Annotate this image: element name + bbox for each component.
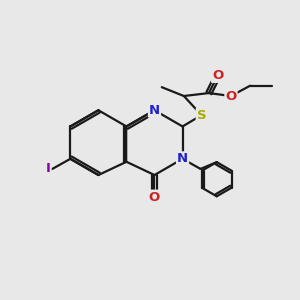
Text: N: N — [149, 104, 160, 117]
Text: S: S — [197, 109, 206, 122]
Text: O: O — [149, 190, 160, 204]
Text: I: I — [46, 162, 50, 176]
Text: O: O — [212, 69, 223, 82]
Text: N: N — [177, 152, 188, 165]
Text: O: O — [225, 89, 237, 103]
